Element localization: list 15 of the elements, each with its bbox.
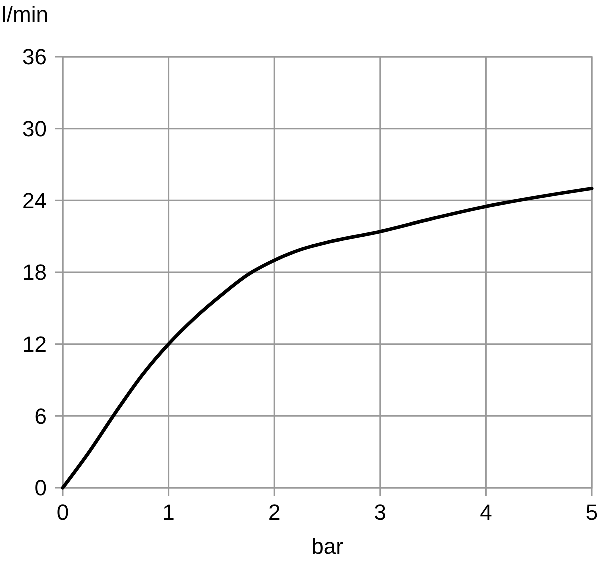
x-tick-label: 0 (56, 500, 70, 525)
x-tick-label: 3 (374, 500, 387, 525)
x-tick-label: 2 (268, 500, 281, 525)
y-tick-label: 12 (22, 332, 47, 358)
y-tick-label: 30 (22, 116, 47, 142)
x-tick-label: 5 (586, 500, 598, 525)
x-axis-title: bar (312, 534, 344, 559)
y-tick-label: 6 (34, 404, 47, 429)
x-tick-label: 4 (480, 500, 492, 525)
y-tick-label: 36 (22, 44, 47, 70)
y-axis-title: l/min (2, 2, 48, 27)
x-tick-label: 1 (162, 500, 175, 525)
y-tick-label: 0 (34, 476, 47, 501)
y-tick-label: 24 (22, 188, 47, 214)
y-tick-label: 18 (22, 260, 47, 286)
